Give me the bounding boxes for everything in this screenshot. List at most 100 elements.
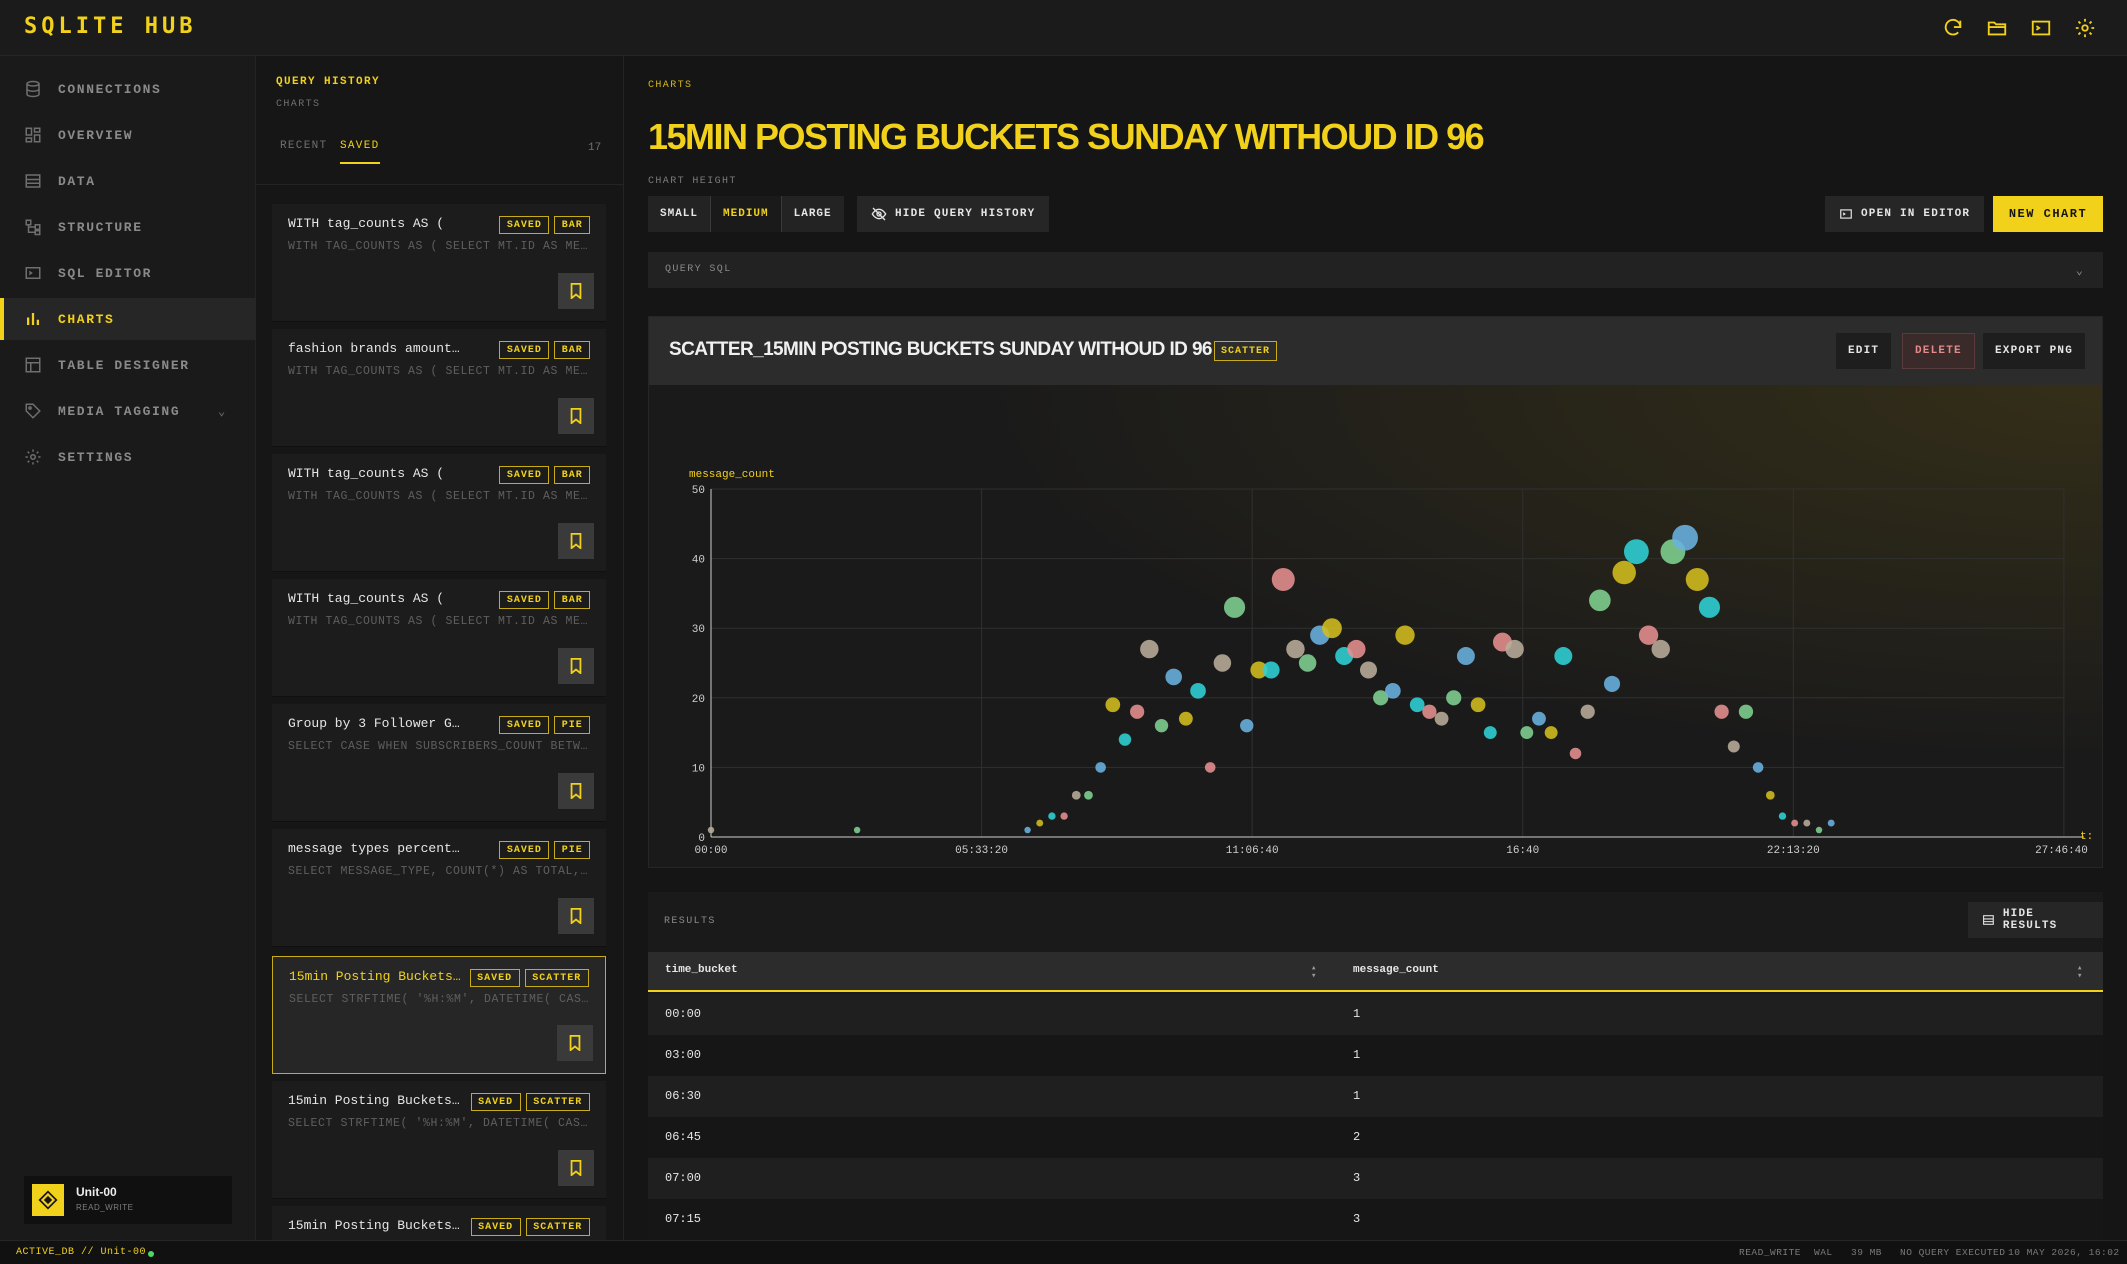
history-item[interactable]: WITH tag_counts AS (WITH TAG_COUNTS AS (… xyxy=(272,579,606,697)
bookmark-icon[interactable] xyxy=(558,523,594,559)
gear-icon[interactable] xyxy=(2074,17,2096,39)
scatter-chart[interactable]: 0 10 20 30 40 50 00:00 05:33:20 11:06:40 16:40 22:… xyxy=(649,385,2103,868)
table-row[interactable]: 00:00 1 xyxy=(648,994,2103,1035)
edit-button[interactable]: EDIT xyxy=(1836,333,1892,369)
new-chart-button[interactable]: NEW CHART xyxy=(1993,196,2103,232)
sort-icon[interactable]: ▴ ▾ xyxy=(2077,963,2083,981)
scatter-point[interactable] xyxy=(1532,711,1546,726)
user-card[interactable]: Unit-00 READ_WRITE xyxy=(24,1176,232,1224)
table-row[interactable]: 03:00 1 xyxy=(648,1035,2103,1076)
scatter-point[interactable] xyxy=(1603,675,1621,692)
history-item[interactable]: 15min Posting Buckets… SELECT STRFTIME( '… xyxy=(272,1081,606,1199)
scatter-point[interactable] xyxy=(1084,790,1093,800)
scatter-point[interactable] xyxy=(1738,704,1754,719)
size-small-button[interactable]: SMALL xyxy=(660,208,699,220)
scatter-point[interactable] xyxy=(1554,647,1573,666)
scatter-point[interactable] xyxy=(1347,639,1366,659)
sidebar-item-connections[interactable]: CONNECTIONS xyxy=(0,68,256,110)
terminal-icon[interactable] xyxy=(2030,17,2052,39)
scatter-point[interactable] xyxy=(1105,697,1121,713)
scatter-point[interactable] xyxy=(1271,567,1295,591)
sidebar-item-settings[interactable]: SETTINGS xyxy=(0,436,256,478)
scatter-point[interactable] xyxy=(1140,639,1159,659)
scatter-point[interactable] xyxy=(1651,639,1670,659)
bookmark-icon[interactable] xyxy=(558,898,594,934)
sidebar-item-overview[interactable]: OVERVIEW xyxy=(0,114,256,156)
sidebar-item-table-designer[interactable]: TABLE DESIGNER xyxy=(0,344,256,386)
scatter-point[interactable] xyxy=(1791,819,1799,827)
scatter-point[interactable] xyxy=(1827,819,1835,827)
scatter-point[interactable] xyxy=(1685,567,1709,591)
history-item[interactable]: 15min Posting Buckets… SCATTER SAVED xyxy=(272,1206,606,1240)
open-in-editor-button[interactable]: OPEN IN EDITOR xyxy=(1825,196,1985,232)
sort-icon[interactable]: ▴ ▾ xyxy=(1311,963,1317,981)
scatter-point[interactable] xyxy=(1130,704,1145,719)
scatter-point[interactable] xyxy=(1752,762,1764,773)
scatter-point[interactable] xyxy=(1589,589,1611,612)
scatter-point[interactable] xyxy=(1672,524,1698,551)
scatter-point[interactable] xyxy=(1422,704,1437,719)
scatter-point[interactable] xyxy=(853,826,861,834)
scatter-point[interactable] xyxy=(1456,647,1475,666)
scatter-point[interactable] xyxy=(1178,711,1193,726)
size-large-button[interactable]: LARGE xyxy=(793,208,832,220)
bookmark-icon[interactable] xyxy=(558,773,594,809)
hide-query-history-button[interactable]: HIDE QUERY HISTORY xyxy=(857,196,1050,232)
column-header-message-count[interactable]: message_count xyxy=(1353,964,1439,976)
scatter-point[interactable] xyxy=(1483,726,1497,740)
size-medium-button[interactable]: MEDIUM xyxy=(710,196,782,232)
sidebar-item-data[interactable]: DATA xyxy=(0,160,256,202)
history-item[interactable]: 15min Posting Buckets… SELECT STRFTIME( '… xyxy=(272,956,606,1074)
scatter-point[interactable] xyxy=(1118,733,1132,746)
hide-results-button[interactable]: HIDE RESULTS xyxy=(1968,902,2103,938)
column-header-time-bucket[interactable]: time_bucket xyxy=(665,964,738,976)
sidebar-item-structure[interactable]: STRUCTURE xyxy=(0,206,256,248)
scatter-point[interactable] xyxy=(1095,762,1106,773)
scatter-point[interactable] xyxy=(1024,826,1031,834)
table-row[interactable]: 07:15 3 xyxy=(648,1199,2103,1240)
breadcrumb[interactable]: CHARTS xyxy=(648,80,693,91)
history-item[interactable]: WITH tag_counts AS (WITH TAG_COUNTS AS (… xyxy=(272,454,606,572)
history-item[interactable]: Group by 3 Follower Groups SELECT CASE WH… xyxy=(272,704,606,822)
scatter-point[interactable] xyxy=(1286,639,1305,659)
scatter-point[interactable] xyxy=(1580,704,1595,719)
scatter-point[interactable] xyxy=(1446,690,1462,706)
scatter-point[interactable] xyxy=(1803,819,1811,827)
refresh-icon[interactable] xyxy=(1942,17,1964,39)
export-png-button[interactable]: EXPORT PNG xyxy=(1983,333,2086,369)
scatter-point[interactable] xyxy=(1714,704,1729,719)
sidebar-item-charts[interactable]: CHARTS xyxy=(0,298,256,340)
scatter-point[interactable] xyxy=(1213,654,1232,672)
scatter-point[interactable] xyxy=(1385,683,1401,699)
scatter-point[interactable] xyxy=(1544,726,1558,740)
scatter-point[interactable] xyxy=(1250,661,1268,679)
scatter-point[interactable] xyxy=(1240,718,1254,733)
scatter-point[interactable] xyxy=(1698,596,1721,618)
chevron-down-icon[interactable]: ⌄ xyxy=(218,404,226,419)
bookmark-icon[interactable] xyxy=(558,398,594,434)
scatter-point[interactable] xyxy=(1520,726,1534,740)
bookmark-icon[interactable] xyxy=(558,1150,594,1186)
scatter-point[interactable] xyxy=(1569,747,1582,760)
history-item[interactable]: message types percent and … SELECT MESSAG… xyxy=(272,829,606,947)
scatter-point[interactable] xyxy=(1373,690,1389,706)
scatter-point[interactable] xyxy=(1204,762,1216,773)
scatter-point[interactable] xyxy=(1071,790,1081,800)
scatter-point[interactable] xyxy=(1036,819,1044,827)
bookmark-icon[interactable] xyxy=(558,273,594,309)
app-brand[interactable]: SQLITE HUB xyxy=(24,14,197,39)
scatter-point[interactable] xyxy=(1409,697,1425,713)
scatter-point[interactable] xyxy=(1623,539,1649,565)
query-sql-toggle[interactable]: QUERY SQL ⌄ xyxy=(648,252,2103,288)
scatter-point[interactable] xyxy=(1505,639,1524,659)
scatter-point[interactable] xyxy=(1262,661,1280,679)
scatter-point[interactable] xyxy=(1434,711,1449,726)
tab-saved[interactable]: SAVED xyxy=(340,140,380,164)
scatter-point[interactable] xyxy=(1395,625,1415,645)
bookmark-icon[interactable] xyxy=(558,648,594,684)
history-item[interactable]: WITH tag_counts AS (WITH TAG_COUNTS AS (… xyxy=(272,204,606,322)
bookmark-icon[interactable] xyxy=(557,1025,593,1061)
scatter-point[interactable] xyxy=(1165,668,1182,686)
scatter-point[interactable] xyxy=(1765,790,1775,800)
delete-button[interactable]: DELETE xyxy=(1902,333,1975,369)
